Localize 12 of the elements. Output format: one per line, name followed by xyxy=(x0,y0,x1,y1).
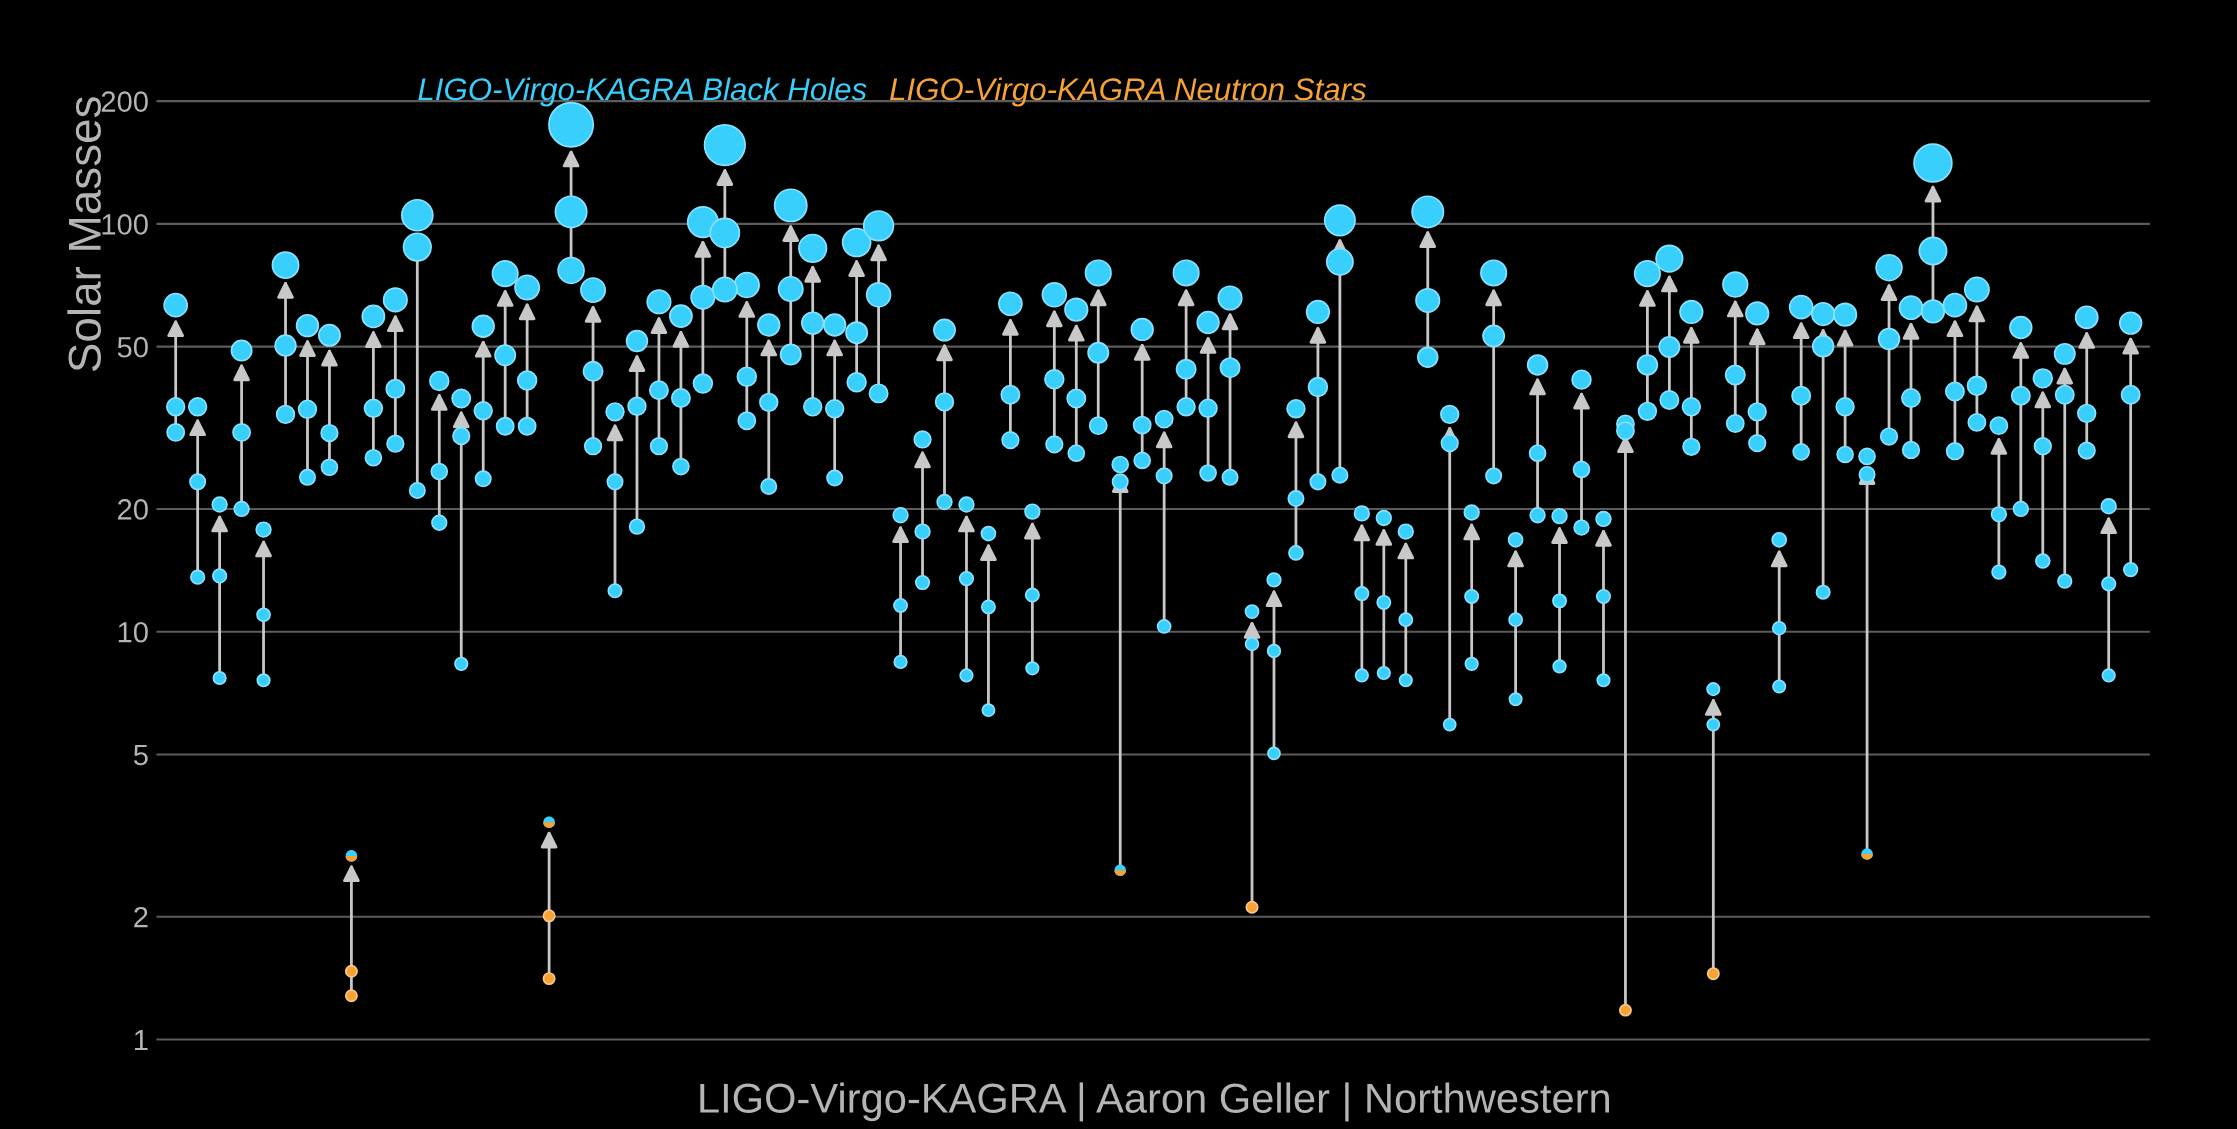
y-tick-label: 100 xyxy=(102,214,148,235)
y-tick-label: 10 xyxy=(118,621,148,643)
y-tick-label: 5 xyxy=(133,744,148,766)
series-label: LIGO-Virgo-KAGRA Black Holes xyxy=(418,77,867,107)
text: LIGO-Virgo-KAGRA Neutron Stars xyxy=(890,77,1367,107)
y-tick-label: 2 xyxy=(134,906,148,928)
y-tick-label: 20 xyxy=(118,499,148,520)
y-tick-label: 1 xyxy=(134,1029,148,1051)
y-axis-title: Solar Masses xyxy=(67,97,101,372)
text: LIGO-Virgo-KAGRA | Aaron Geller | Northwestern xyxy=(700,1082,1609,1122)
y-tick-label: 50 xyxy=(117,336,148,358)
y-tick-label: 200 xyxy=(101,91,148,112)
